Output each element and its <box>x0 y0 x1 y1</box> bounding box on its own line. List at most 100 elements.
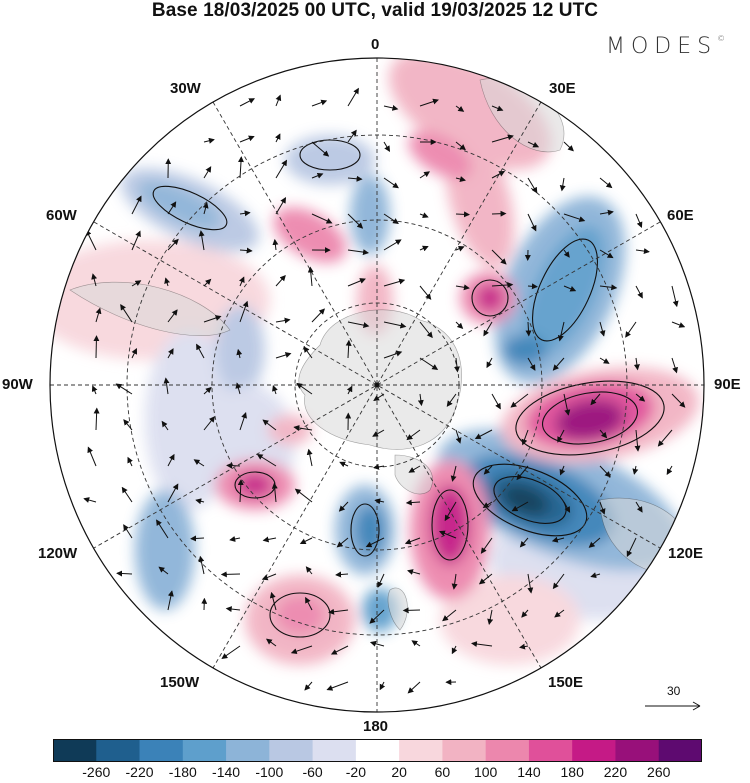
lon-label-180: 180 <box>363 718 389 735</box>
wind-vector <box>383 321 407 329</box>
wind-vector <box>527 141 540 148</box>
wind-vector <box>203 137 215 144</box>
wind-vector <box>274 133 281 143</box>
wind-vector <box>671 357 678 374</box>
wind-vector <box>167 590 174 611</box>
wind-vector <box>527 213 537 232</box>
wind-vector <box>404 537 421 545</box>
wind-vector <box>599 284 618 291</box>
wind-vector <box>557 321 565 342</box>
wind-vector <box>269 591 277 611</box>
wind-vector <box>120 303 133 323</box>
wind-vector <box>455 429 462 444</box>
wind-vector <box>442 609 457 622</box>
colorbar-swatch <box>312 739 357 762</box>
wind-vector <box>527 357 536 371</box>
wind-vector <box>599 357 610 364</box>
wind-vector <box>196 343 205 359</box>
colorbar-tick-label: 180 <box>560 764 584 780</box>
wind-vector <box>483 321 493 337</box>
wind-vector <box>239 276 245 287</box>
wind-vector <box>383 278 406 287</box>
wind-vector <box>455 284 470 291</box>
wind-vector <box>438 530 457 539</box>
wind-vector <box>408 465 421 473</box>
wind-vector <box>93 407 100 431</box>
wind-vector <box>491 171 506 179</box>
wind-vector <box>407 681 421 694</box>
wind-vector <box>328 608 349 615</box>
wind-vector <box>419 357 439 370</box>
lon-label-0: 0 <box>371 36 380 53</box>
wind-vector <box>306 448 313 467</box>
wind-vector <box>599 429 608 439</box>
wind-vector <box>347 175 363 182</box>
wind-vector <box>305 596 313 611</box>
wind-vector <box>226 462 241 469</box>
wind-vector <box>511 501 529 512</box>
colorbar-tick-label: 100 <box>473 764 498 780</box>
wind-vector <box>419 321 433 339</box>
wind-vector <box>383 104 399 111</box>
wind-vector <box>482 501 493 508</box>
wind-vector <box>161 420 169 431</box>
colorbar-swatch <box>399 739 443 762</box>
wind-vector <box>559 465 566 476</box>
wind-vector <box>450 465 457 482</box>
wind-vector <box>272 385 278 395</box>
wind-vector <box>446 393 457 407</box>
wind-vector <box>275 274 286 287</box>
colorbar-swatch <box>53 739 97 762</box>
wind-vector <box>379 681 386 691</box>
wind-vector <box>198 555 205 575</box>
wind-vector <box>265 638 277 647</box>
wind-vector <box>411 640 421 647</box>
wind-vector <box>625 321 637 338</box>
lon-label-60w: 60W <box>46 207 77 224</box>
lon-label-90w: 90W <box>2 376 33 393</box>
wind-vector <box>599 249 614 259</box>
wind-vector <box>121 486 133 503</box>
wind-vector <box>345 339 352 359</box>
wind-vector <box>491 134 514 143</box>
wind-vector <box>167 483 179 503</box>
wind-vector <box>347 321 370 329</box>
colorbar-tick-label: -100 <box>255 764 284 780</box>
colorbar-swatch <box>182 739 227 762</box>
wind-vector <box>402 607 421 614</box>
wind-vector <box>599 465 611 478</box>
colorbar-tick-label: -220 <box>125 764 154 780</box>
colorbar-tick-label: -180 <box>168 764 197 780</box>
map-title: Base 18/03/2025 00 UTC, valid 19/03/2025… <box>151 0 599 21</box>
colorbar-swatch <box>226 739 270 762</box>
wind-vector <box>383 350 403 359</box>
wind-vector <box>256 453 277 467</box>
contour-lines <box>152 139 665 638</box>
wind-vector <box>480 537 493 554</box>
wind-vector <box>635 501 643 513</box>
wind-vector <box>671 285 679 308</box>
wind-vector <box>167 309 178 323</box>
wind-vector <box>239 300 249 323</box>
wind-vector <box>519 537 529 548</box>
colorbar-tick-label: -60 <box>302 764 323 780</box>
wind-vector <box>444 501 457 522</box>
colorbar-swatch <box>572 739 616 762</box>
wind-vector <box>347 87 359 107</box>
wind-vector <box>455 105 465 112</box>
colorbar-tick-label: -140 <box>212 764 241 780</box>
wind-vector <box>383 239 402 251</box>
wind-vector <box>491 281 514 288</box>
wind-vector <box>374 498 385 505</box>
lon-label-120w: 120W <box>38 545 78 562</box>
wind-vector <box>335 571 349 578</box>
wind-vector <box>419 212 429 219</box>
wind-vector <box>239 247 253 254</box>
wind-vector <box>311 172 324 179</box>
wind-vector <box>193 459 205 467</box>
colorbar-tick-label: -260 <box>82 764 111 780</box>
colorbar-tick-label: 60 <box>434 764 451 780</box>
wind-vector <box>633 357 640 371</box>
wind-vector <box>271 482 278 503</box>
